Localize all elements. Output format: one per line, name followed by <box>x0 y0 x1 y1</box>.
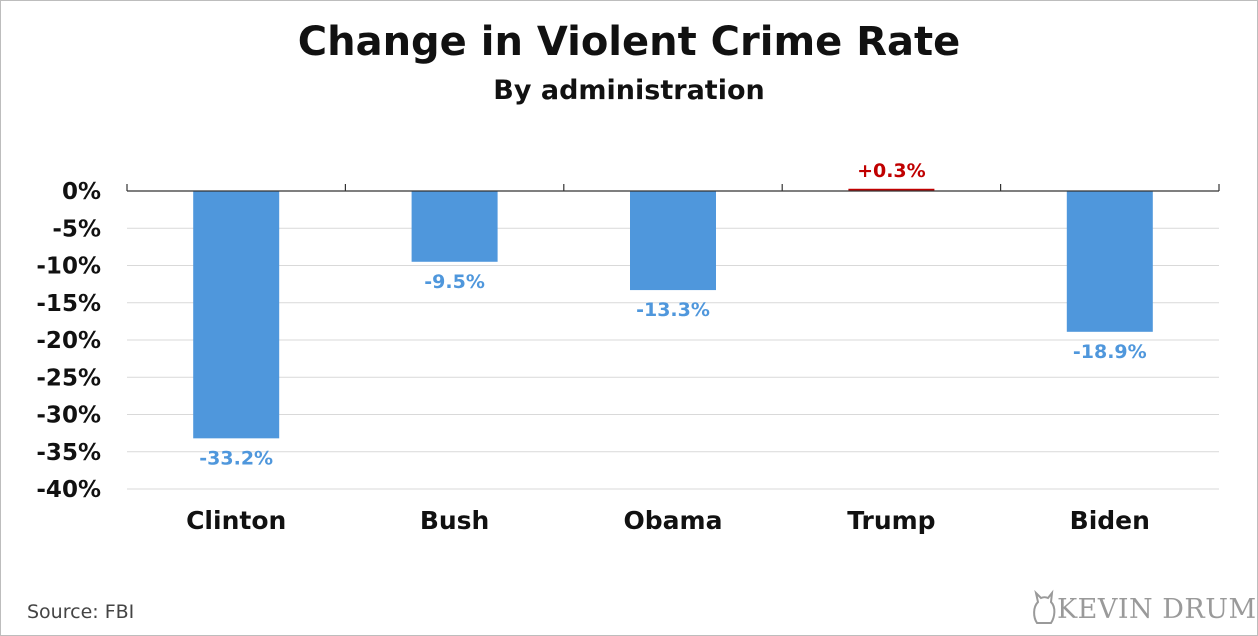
category-label: Trump <box>847 506 935 535</box>
bar-chart: 0% -5% -10% -15% -20% -25% -30% -35% -40% -33.2% C… <box>36 160 1220 535</box>
y-tick-label: 0% <box>62 179 101 205</box>
bar-clinton <box>193 191 280 439</box>
category-label: Clinton <box>186 506 286 535</box>
data-label: -18.9% <box>1073 341 1147 363</box>
source-note: Source: FBI <box>27 601 135 623</box>
y-tick-label: -5% <box>52 216 101 242</box>
y-tick-label: -35% <box>36 440 101 466</box>
bar-bush <box>411 191 498 262</box>
y-tick-label: -15% <box>36 291 101 317</box>
cat-icon <box>1033 589 1056 624</box>
y-tick-label: -25% <box>36 365 101 391</box>
y-tick-label: -20% <box>36 328 101 354</box>
category-label: Bush <box>420 506 490 535</box>
data-label: -13.3% <box>636 299 710 321</box>
data-label: -9.5% <box>424 271 485 293</box>
category-label: Obama <box>624 506 723 535</box>
data-label: +0.3% <box>857 160 926 182</box>
chart-subtitle: By administration <box>493 75 765 106</box>
bar-obama <box>630 191 716 291</box>
bar-biden <box>1066 191 1153 332</box>
bar-trump <box>848 188 935 191</box>
logo-text: KEVIN DRUM <box>1057 594 1257 625</box>
y-tick-label: -10% <box>36 254 101 280</box>
y-tick-label: -40% <box>36 477 101 503</box>
category-label: Biden <box>1070 506 1150 535</box>
data-label: -33.2% <box>199 447 273 469</box>
y-tick-label: -30% <box>36 403 101 429</box>
chart-title: Change in Violent Crime Rate <box>297 19 961 65</box>
kevin-drum-logo: KEVIN DRUM <box>1031 589 1257 625</box>
